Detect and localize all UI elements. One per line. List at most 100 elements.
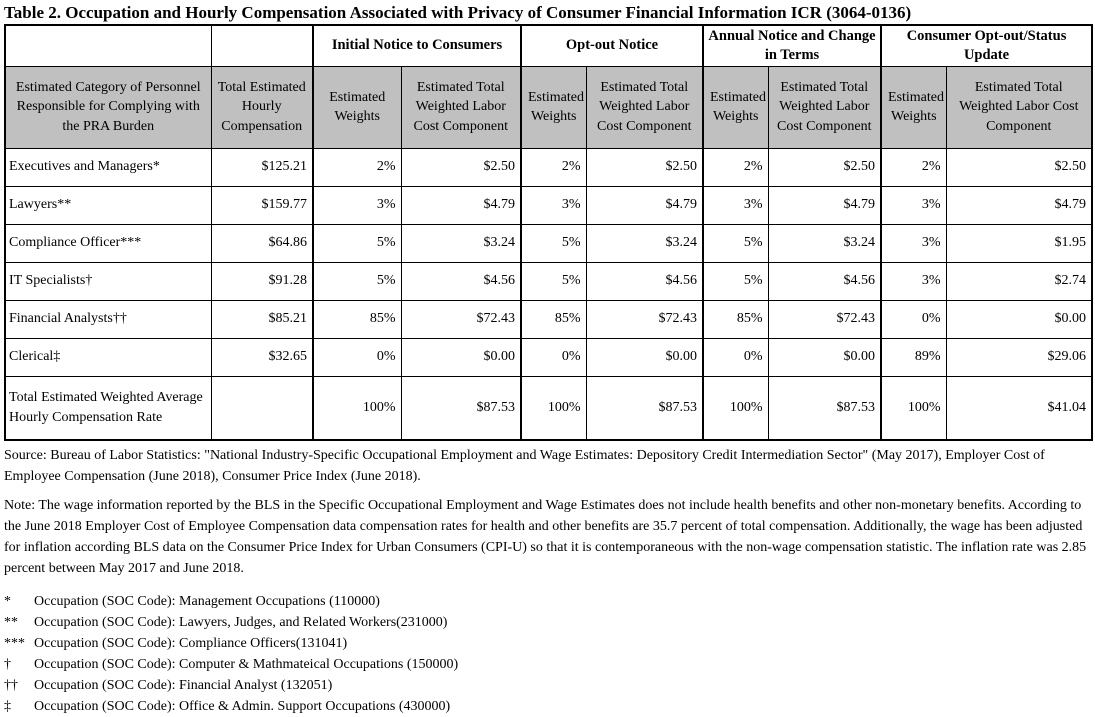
footnote-marker: *** — [4, 636, 25, 652]
footnote-office-admin: ‡ Occupation (SOC Code): Office & Admin.… — [4, 696, 1092, 717]
hourly-cell: $32.65 — [210, 337, 314, 377]
category-cell: Clerical‡ — [4, 337, 212, 377]
value-cell: $87.53 — [400, 375, 522, 441]
value-cell: $0.00 — [945, 299, 1093, 339]
footnote-computer: † Occupation (SOC Code): Computer & Math… — [4, 654, 1092, 675]
value-cell: 0% — [312, 337, 402, 377]
footnote-marker: † — [4, 657, 11, 673]
value-cell: 85% — [702, 299, 769, 339]
table-row-executives: Executives and Managers* $125.21 2% $2.5… — [4, 147, 1093, 187]
hourly-cell: $159.77 — [210, 185, 314, 225]
value-cell: $2.50 — [585, 147, 704, 187]
value-cell: 100% — [312, 375, 402, 441]
column-header-weights-1: Estimated Weights — [312, 65, 402, 149]
value-cell: 3% — [880, 185, 947, 225]
category-cell: Total Estimated Weighted Average Hourly … — [4, 375, 212, 441]
blank-corner-cell — [4, 24, 212, 67]
value-cell: $2.50 — [945, 147, 1093, 187]
table-row-it-specialists: IT Specialists† $91.28 5% $4.56 5% $4.56… — [4, 261, 1093, 301]
hourly-cell: $64.86 — [210, 223, 314, 263]
value-cell: $4.56 — [400, 261, 522, 301]
value-cell: $2.74 — [945, 261, 1093, 301]
blank-hourly-cell — [210, 24, 314, 67]
value-cell: 100% — [702, 375, 769, 441]
column-header-hourly-compensation: Total Estimated Hourly Compensation — [210, 65, 314, 149]
table-row-total: Total Estimated Weighted Average Hourly … — [4, 375, 1093, 441]
column-header-row: Estimated Category of Personnel Responsi… — [4, 65, 1093, 149]
value-cell: $72.43 — [400, 299, 522, 339]
value-cell: 5% — [702, 223, 769, 263]
value-cell: 85% — [312, 299, 402, 339]
value-cell: 5% — [702, 261, 769, 301]
column-header-cost-4: Estimated Total Weighted Labor Cost Comp… — [945, 65, 1093, 149]
value-cell: $4.79 — [585, 185, 704, 225]
value-cell: 2% — [702, 147, 769, 187]
value-cell: 0% — [520, 337, 587, 377]
value-cell: $4.56 — [767, 261, 882, 301]
value-cell: 3% — [880, 261, 947, 301]
table-row-financial-analysts: Financial Analysts†† $85.21 85% $72.43 8… — [4, 299, 1093, 339]
footnote-text: Occupation (SOC Code): Lawyers, Judges, … — [34, 615, 448, 631]
hourly-cell: $125.21 — [210, 147, 314, 187]
category-cell: Executives and Managers* — [4, 147, 212, 187]
value-cell: $3.24 — [767, 223, 882, 263]
value-cell: $0.00 — [767, 337, 882, 377]
footnote-management: * Occupation (SOC Code): Management Occu… — [4, 591, 1092, 612]
value-cell: 3% — [312, 185, 402, 225]
note-paragraph: Note: The wage information reported by t… — [4, 498, 1087, 577]
column-header-weights-3: Estimated Weights — [702, 65, 769, 149]
footnote-text: Occupation (SOC Code): Financial Analyst… — [34, 678, 333, 694]
value-cell: 3% — [702, 185, 769, 225]
value-cell: 2% — [312, 147, 402, 187]
footnote-marker: ‡ — [4, 699, 11, 715]
column-header-weights-2: Estimated Weights — [520, 65, 587, 149]
group-header-row: Initial Notice to Consumers Opt-out Noti… — [4, 24, 1093, 67]
footnote-text: Occupation (SOC Code): Computer & Mathma… — [34, 657, 459, 673]
value-cell: $0.00 — [585, 337, 704, 377]
category-cell: Financial Analysts†† — [4, 299, 212, 339]
value-cell: 3% — [880, 223, 947, 263]
category-cell: IT Specialists† — [4, 261, 212, 301]
compensation-table: Initial Notice to Consumers Opt-out Noti… — [4, 24, 1094, 442]
value-cell: 0% — [880, 299, 947, 339]
category-cell: Compliance Officer*** — [4, 223, 212, 263]
value-cell: 5% — [312, 223, 402, 263]
value-cell: $2.50 — [767, 147, 882, 187]
value-cell: 5% — [520, 223, 587, 263]
value-cell: $87.53 — [767, 375, 882, 441]
value-cell: 100% — [880, 375, 947, 441]
footnote-compliance: *** Occupation (SOC Code): Compliance Of… — [4, 633, 1092, 654]
footnote-text: Occupation (SOC Code): Office & Admin. S… — [34, 699, 451, 715]
footnote-marker: †† — [4, 678, 18, 694]
group-header-initial-notice: Initial Notice to Consumers — [312, 24, 522, 67]
hourly-cell: $85.21 — [210, 299, 314, 339]
column-header-cost-3: Estimated Total Weighted Labor Cost Comp… — [767, 65, 882, 149]
value-cell: $29.06 — [945, 337, 1093, 377]
footnote-text: Occupation (SOC Code): Compliance Office… — [34, 636, 348, 652]
value-cell: $2.50 — [400, 147, 522, 187]
value-cell: 2% — [880, 147, 947, 187]
group-header-consumer-opt-out: Consumer Opt-out/Status Update — [880, 24, 1093, 67]
value-cell: 2% — [520, 147, 587, 187]
value-cell: $4.56 — [585, 261, 704, 301]
value-cell: $0.00 — [400, 337, 522, 377]
table-row-compliance-officer: Compliance Officer*** $64.86 5% $3.24 5%… — [4, 223, 1093, 263]
page-title: Table 2. Occupation and Hourly Compensat… — [4, 3, 912, 22]
value-cell: 5% — [520, 261, 587, 301]
value-cell: 89% — [880, 337, 947, 377]
column-header-weights-4: Estimated Weights — [880, 65, 947, 149]
value-cell: $4.79 — [767, 185, 882, 225]
value-cell: 100% — [520, 375, 587, 441]
group-header-annual-notice: Annual Notice and Change in Terms — [701, 24, 882, 67]
value-cell: $4.79 — [945, 185, 1093, 225]
group-header-opt-out-notice: Opt-out Notice — [520, 24, 704, 67]
hourly-cell: $91.28 — [210, 261, 314, 301]
column-header-cost-2: Estimated Total Weighted Labor Cost Comp… — [585, 65, 704, 149]
hourly-cell — [210, 375, 314, 441]
table-row-clerical: Clerical‡ $32.65 0% $0.00 0% $0.00 0% $0… — [4, 337, 1093, 377]
value-cell: $72.43 — [767, 299, 882, 339]
footnote-marker: ** — [4, 615, 18, 631]
footnote-text: Occupation (SOC Code): Management Occupa… — [34, 594, 380, 610]
footnote-lawyers: ** Occupation (SOC Code): Lawyers, Judge… — [4, 612, 1092, 633]
column-header-cost-1: Estimated Total Weighted Labor Cost Comp… — [400, 65, 522, 149]
